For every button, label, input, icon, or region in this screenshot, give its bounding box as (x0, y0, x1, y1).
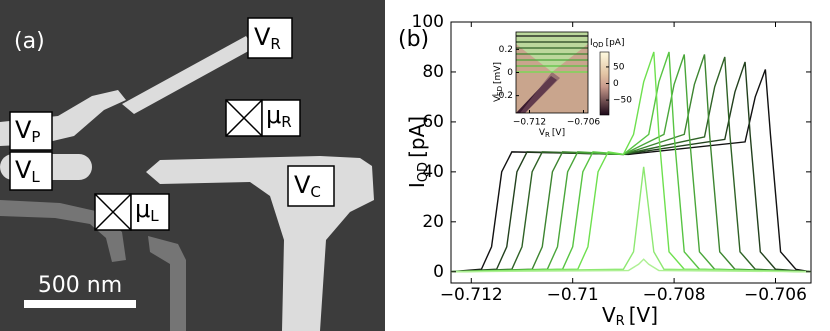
series-line (450, 51, 812, 273)
label-boxes (9, 17, 335, 231)
colorbar-label: IQD [pA] (590, 38, 624, 50)
y-axis-label: IQD [pA] (405, 116, 431, 188)
label-sub: SD (496, 86, 504, 96)
label-main: V (539, 128, 546, 138)
y-tick-label: 20 (422, 212, 444, 232)
series-line (450, 61, 812, 273)
y-tick-label: 60 (422, 112, 444, 132)
scale-bar (24, 300, 136, 308)
label-sub: R (616, 314, 625, 329)
x-tick-label: −0.71 (547, 285, 599, 305)
inset-x-tick-label: −0.706 (567, 118, 601, 128)
label-unit: [pA] (606, 38, 625, 48)
curves (450, 51, 812, 273)
inset-y-tick-label: 0.2 (499, 45, 513, 55)
res-main: μ (135, 195, 150, 223)
series-line (450, 69, 812, 273)
gate-main: V (254, 23, 271, 51)
inset-x-label: VR [V] (539, 128, 565, 140)
inset-y-label: VSD [mV] (493, 62, 505, 102)
series-line (450, 54, 812, 273)
label-sub: QD (416, 162, 431, 182)
gate-sub: P (31, 128, 40, 146)
plot-frame (450, 21, 812, 284)
reservoir-label: μR (266, 101, 292, 131)
res-sub: R (281, 113, 291, 131)
x-tick-label: −0.708 (643, 285, 706, 305)
colorbar-tick-label: −50 (613, 96, 632, 106)
label-unit: [mV] (493, 62, 503, 84)
gate-main: V (15, 156, 32, 184)
res-main: μ (266, 101, 281, 129)
y-tick-label: 40 (422, 162, 444, 182)
series-line (450, 51, 812, 273)
series-line (450, 54, 812, 273)
inset-x-tick-label: −0.712 (513, 118, 546, 128)
gate-label: VR (254, 23, 281, 53)
series-line (450, 56, 812, 273)
label-unit: [pA] (405, 116, 429, 158)
gate-sub: L (31, 168, 40, 186)
label-sub: R (545, 131, 550, 139)
label-unit: [V] (629, 303, 658, 327)
series-line (450, 166, 812, 273)
gate-sub: C (310, 183, 320, 201)
label-main: I (590, 38, 593, 48)
label-main: I (405, 182, 429, 188)
gate-sub: R (270, 35, 280, 53)
gate-label: VL (15, 156, 40, 186)
label-unit: [V] (552, 128, 565, 138)
gate-label: VP (15, 116, 40, 146)
label-main: V (493, 95, 503, 102)
inset-bias-lines (516, 35, 588, 73)
y-tick-label: 80 (422, 62, 444, 82)
label-sub: QD (593, 41, 604, 49)
res-sub: L (150, 207, 159, 225)
gate-label: VC (294, 171, 321, 201)
inset-y-tick-label: −0.2 (491, 91, 513, 101)
label-main: V (602, 303, 616, 327)
colorbar-tick-label: 0 (613, 79, 619, 89)
gate-main: V (15, 116, 32, 144)
scale-bar-label: 500 nm (38, 273, 122, 298)
colorbar-tick-label: 50 (613, 62, 625, 72)
gate-main: V (294, 171, 311, 199)
panel-label: (b) (398, 27, 429, 52)
series-line (450, 258, 812, 273)
x-tick-label: −0.712 (440, 285, 503, 305)
panel-label: (a) (14, 29, 45, 54)
reservoir-label: μL (135, 195, 159, 225)
x-tick-label: −0.706 (744, 285, 807, 305)
y-tick-label: 100 (412, 12, 444, 32)
y-tick-label: 0 (433, 262, 444, 282)
inset-y-tick-label: 0 (507, 68, 513, 78)
x-axis-label: VR [V] (602, 303, 658, 329)
